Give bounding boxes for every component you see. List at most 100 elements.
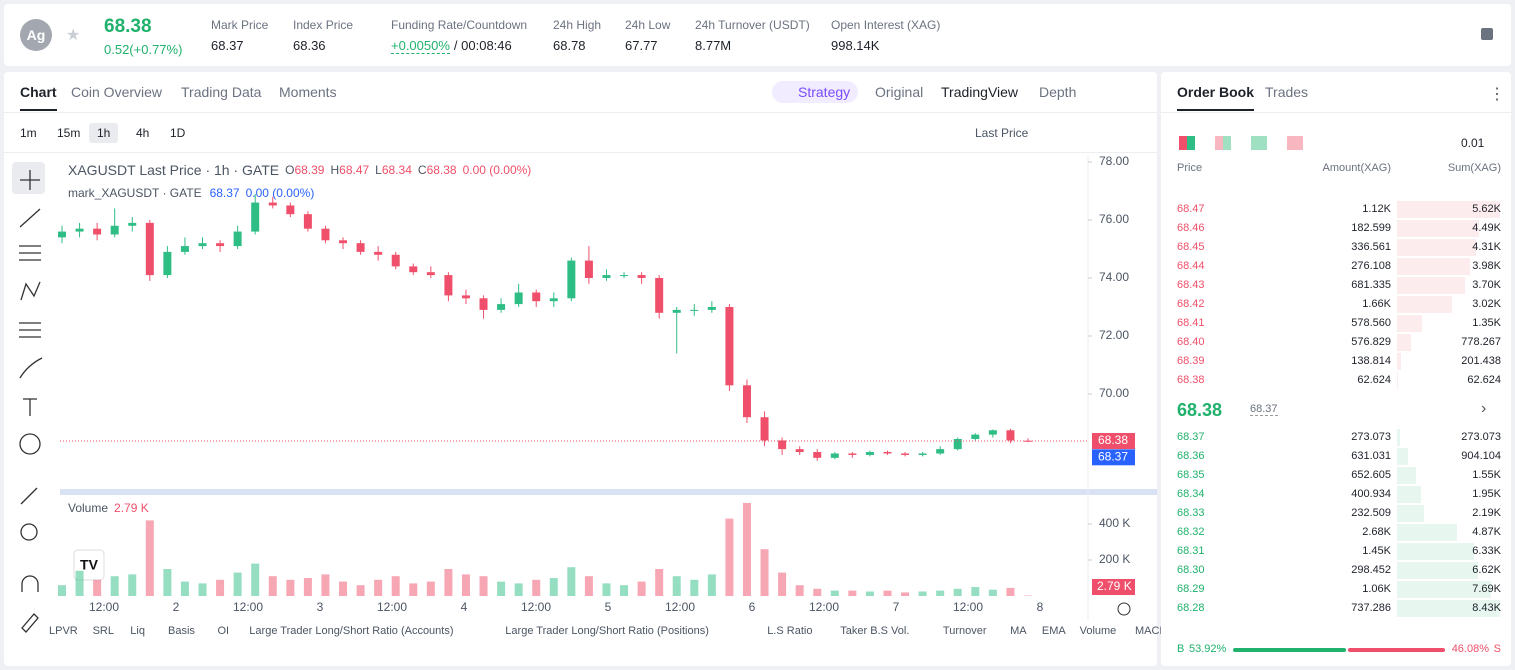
ob-sum: 62.624 bbox=[1467, 374, 1501, 386]
view-option[interactable]: TradingView bbox=[941, 84, 1019, 100]
ob-amount: 182.599 bbox=[1351, 222, 1391, 234]
indicator-tab[interactable]: Volume bbox=[1079, 625, 1117, 637]
x-tick-label: 5 bbox=[605, 600, 612, 614]
candle-body bbox=[778, 440, 787, 450]
ob-tab[interactable]: Order Book bbox=[1177, 84, 1255, 111]
volume-bar bbox=[690, 579, 699, 596]
zoom-icon[interactable] bbox=[20, 523, 38, 541]
depth-bar bbox=[1397, 562, 1478, 579]
candle-body bbox=[637, 275, 646, 278]
indicator-tab[interactable]: MACD bbox=[1135, 625, 1168, 637]
mark-name: mark_XAGUSDT · GATE bbox=[68, 186, 202, 200]
indicator-tab[interactable]: OI bbox=[217, 625, 230, 637]
pen-icon[interactable] bbox=[21, 613, 39, 633]
ruler-icon[interactable] bbox=[20, 487, 38, 505]
ob-price: 68.35 bbox=[1177, 469, 1205, 481]
candle-body bbox=[918, 453, 927, 455]
emoji-icon[interactable] bbox=[19, 433, 41, 455]
ob-price: 68.32 bbox=[1177, 526, 1205, 538]
crosshair-icon[interactable] bbox=[20, 170, 40, 190]
text-icon[interactable] bbox=[23, 398, 37, 416]
view-both[interactable] bbox=[1179, 136, 1195, 150]
channel-icon[interactable] bbox=[19, 245, 41, 261]
ob-price: 68.37 bbox=[1177, 431, 1205, 443]
interval[interactable]: 4h bbox=[136, 126, 150, 140]
pattern-icon[interactable] bbox=[20, 281, 41, 301]
indicator-tab[interactable]: Large Trader Long/Short Ratio (Accounts) bbox=[249, 625, 454, 637]
view-bids[interactable] bbox=[1251, 136, 1267, 150]
depth-bar bbox=[1397, 201, 1500, 218]
indicator-tab[interactable]: Basis bbox=[168, 625, 195, 637]
settings-icon[interactable] bbox=[1117, 602, 1131, 616]
indicator-tab[interactable]: Turnover bbox=[942, 625, 987, 637]
view-asks[interactable] bbox=[1287, 136, 1303, 150]
last-price: 68.38 bbox=[104, 16, 152, 37]
chart-tab[interactable]: Chart bbox=[20, 84, 57, 111]
divider bbox=[1161, 112, 1511, 113]
candle-body bbox=[901, 453, 910, 455]
chart-tab[interactable]: Trading Data bbox=[181, 84, 262, 100]
interval[interactable]: 1D bbox=[170, 126, 186, 140]
more-menu[interactable]: ⋮ bbox=[1489, 86, 1505, 103]
indicator-tab[interactable]: Taker B.S Vol. bbox=[840, 625, 910, 637]
depth-bar bbox=[1397, 353, 1401, 370]
line-icon[interactable] bbox=[19, 208, 41, 228]
indicator-tab[interactable]: Liq bbox=[130, 625, 145, 637]
book-icon[interactable] bbox=[1481, 28, 1493, 40]
volume-bar bbox=[426, 581, 435, 596]
ob-tab[interactable]: Trades bbox=[1265, 84, 1309, 100]
depth-bar bbox=[1397, 315, 1422, 332]
x-tick-label: 12:00 bbox=[89, 600, 119, 614]
chart-tab[interactable]: Moments bbox=[279, 84, 337, 100]
ob-amount: 576.829 bbox=[1351, 336, 1391, 348]
ob-sum: 1.35K bbox=[1472, 317, 1501, 329]
precision[interactable]: 0.01 bbox=[1461, 136, 1485, 150]
candle-body bbox=[953, 438, 962, 450]
volume-bar bbox=[848, 590, 857, 596]
candle-body bbox=[707, 306, 716, 310]
crosshair-tool-bg[interactable] bbox=[12, 162, 45, 194]
volume-bar bbox=[1006, 587, 1015, 596]
view-option[interactable]: Original bbox=[875, 84, 924, 100]
chevron[interactable]: › bbox=[1481, 400, 1487, 417]
candle-body bbox=[584, 260, 593, 278]
view-option[interactable]: Depth bbox=[1039, 84, 1077, 100]
volume-bar bbox=[971, 587, 980, 596]
volume-bar bbox=[163, 569, 172, 596]
ob-sum: 904.104 bbox=[1461, 450, 1501, 462]
candle-body bbox=[830, 453, 839, 458]
ob-amount: 138.814 bbox=[1351, 355, 1391, 367]
chart-tab[interactable]: Coin Overview bbox=[71, 84, 163, 100]
mark-change: 0.00 (0.00%) bbox=[246, 186, 315, 200]
view-mixed[interactable] bbox=[1215, 136, 1231, 150]
fib-icon[interactable] bbox=[19, 322, 41, 338]
brush-icon[interactable] bbox=[19, 357, 43, 379]
indicator-tab[interactable]: LPVR bbox=[49, 625, 78, 637]
indicator-tab[interactable]: Large Trader Long/Short Ratio (Positions… bbox=[505, 625, 709, 637]
indicator-tab[interactable]: EMA bbox=[1041, 625, 1066, 637]
candle-body bbox=[339, 240, 348, 244]
price-source[interactable]: Last Price bbox=[975, 126, 1029, 140]
view-option[interactable]: Strategy bbox=[798, 84, 851, 100]
magnet-icon[interactable] bbox=[21, 575, 39, 592]
y-tick-label: 400 K bbox=[1099, 516, 1130, 530]
candle-body bbox=[163, 251, 172, 276]
buy-bar bbox=[1233, 648, 1347, 652]
indicator-tab[interactable]: SRL bbox=[92, 625, 114, 637]
ob-amount: 232.509 bbox=[1351, 507, 1391, 519]
indicator-tab[interactable]: MA bbox=[1010, 625, 1027, 637]
ob-header: Price bbox=[1177, 162, 1203, 174]
y-tick-label: 74.00 bbox=[1099, 270, 1129, 284]
ob-price: 68.40 bbox=[1177, 336, 1205, 348]
ob-price: 68.44 bbox=[1177, 260, 1205, 272]
legend-key: L bbox=[375, 163, 382, 177]
interval[interactable]: 15m bbox=[57, 126, 81, 140]
volume-legend: Volume 2.79 K bbox=[68, 501, 149, 515]
volume-bar bbox=[514, 583, 523, 596]
favorite-star[interactable]: ★ bbox=[66, 27, 81, 44]
interval[interactable]: 1h bbox=[89, 123, 119, 143]
ob-amount: 336.561 bbox=[1351, 241, 1391, 253]
candle-body bbox=[549, 298, 558, 302]
indicator-tab[interactable]: L.S Ratio bbox=[767, 625, 813, 637]
interval[interactable]: 1m bbox=[20, 126, 37, 140]
